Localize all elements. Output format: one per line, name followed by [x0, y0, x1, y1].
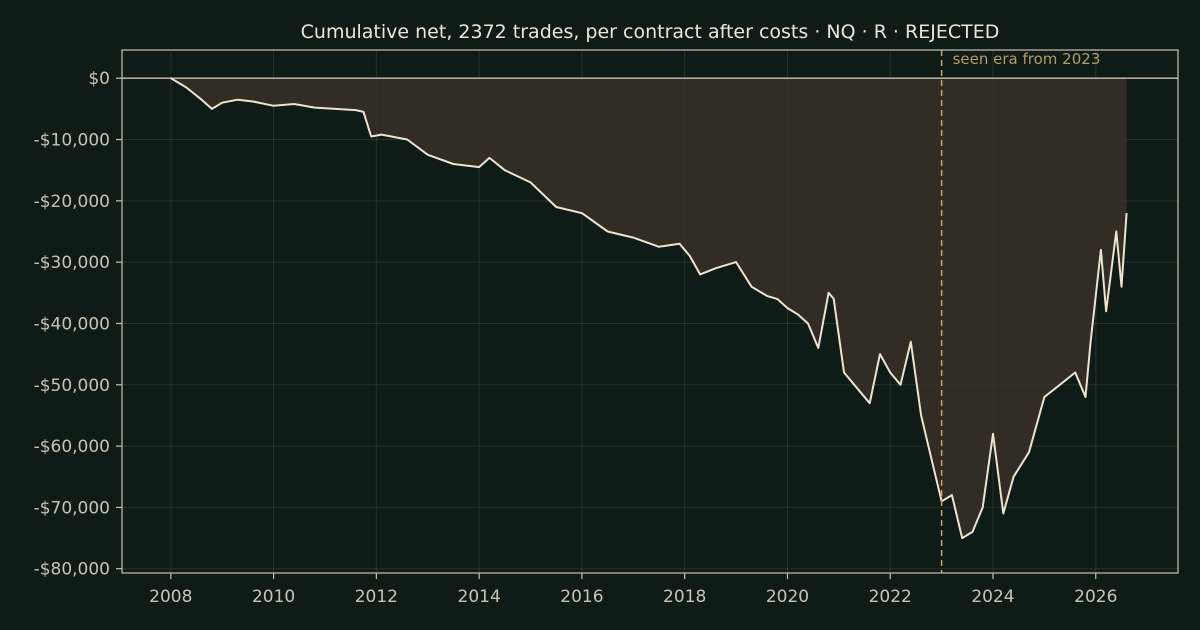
x-tick-label: 2026	[1074, 587, 1117, 607]
cumulative-net-line	[170, 77, 1128, 540]
x-tick-label: 2014	[458, 587, 501, 607]
x-tick-label: 2020	[766, 587, 809, 607]
x-tick-label: 2022	[869, 587, 912, 607]
y-tick-label: -$20,000	[34, 192, 110, 212]
y-tick-label: -$30,000	[34, 253, 110, 273]
drawdown-fill	[170, 78, 1127, 539]
y-tick-label: -$10,000	[34, 131, 110, 151]
y-tick-label: -$40,000	[34, 314, 110, 334]
y-tick-label: -$70,000	[34, 498, 110, 518]
x-tick-label: 2016	[560, 587, 603, 607]
x-tick-label: 2024	[971, 587, 1014, 607]
chart-title: Cumulative net, 2372 trades, per contrac…	[301, 21, 1000, 43]
y-tick-label: -$60,000	[34, 437, 110, 457]
y-tick-label: -$80,000	[34, 560, 110, 580]
x-tick-label: 2008	[149, 587, 192, 607]
x-tick-label: 2012	[355, 587, 398, 607]
plot-frame	[121, 49, 1179, 574]
x-tick-label: 2018	[663, 587, 706, 607]
x-tick-label: 2010	[252, 587, 295, 607]
y-tick-label: -$50,000	[34, 376, 110, 396]
y-tick-label: $0	[88, 69, 110, 89]
seen-era-label: seen era from 2023	[953, 50, 1101, 68]
